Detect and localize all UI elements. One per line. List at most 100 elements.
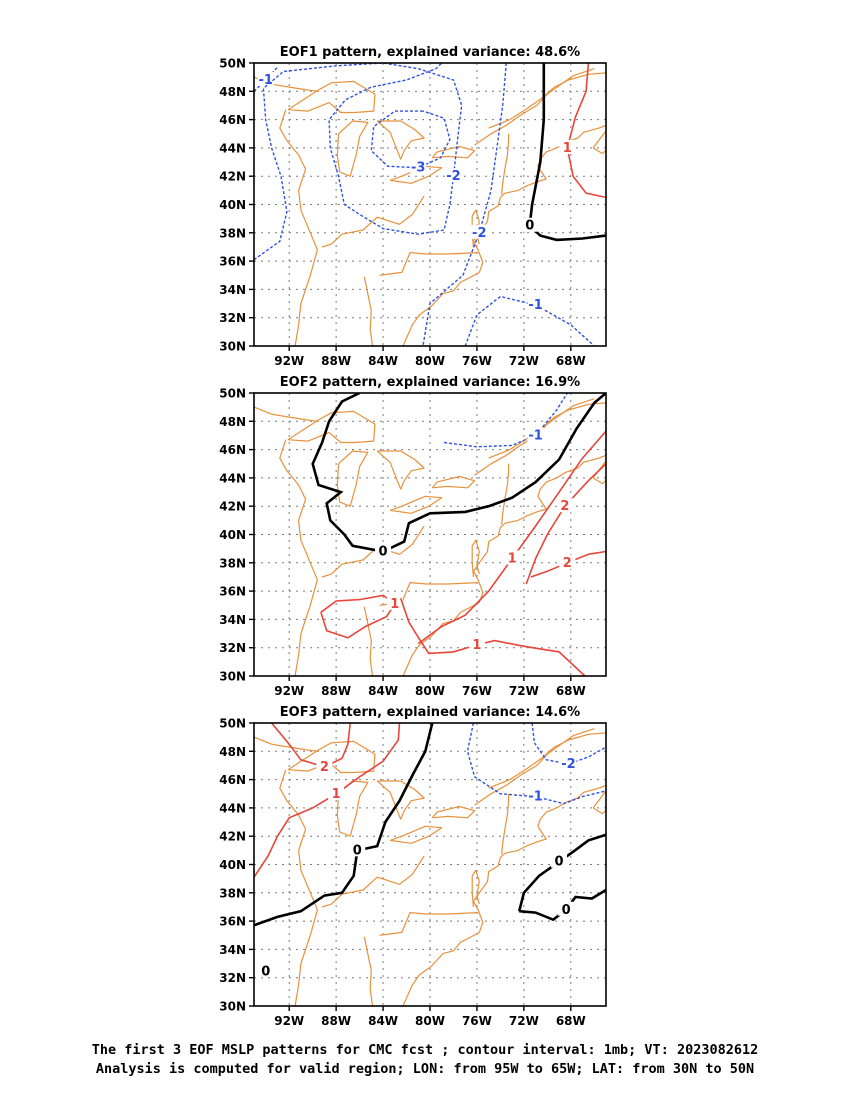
coastline <box>279 769 318 1006</box>
contour-line <box>320 594 396 639</box>
contour-label: 0 <box>562 903 571 918</box>
contour-line <box>254 723 401 878</box>
y-tick-label: 46N <box>219 443 246 457</box>
x-tick-label: 76W <box>462 1014 492 1028</box>
coastline <box>336 450 369 507</box>
y-tick-label: 30N <box>219 1000 246 1014</box>
contour-line <box>444 393 568 448</box>
y-tick-label: 42N <box>219 500 246 514</box>
y-tick-label: 32N <box>219 971 246 985</box>
coastline <box>321 855 425 908</box>
coastline <box>279 109 318 346</box>
panel-title: EOF1 pattern, explained variance: 48.6% <box>280 45 580 60</box>
y-tick-label: 38N <box>219 886 246 900</box>
contour-label: 2 <box>320 760 329 775</box>
coastline <box>379 252 479 276</box>
x-tick-label: 88W <box>321 684 351 698</box>
y-tick-label: 48N <box>219 745 246 759</box>
contour-label: 0 <box>525 219 534 234</box>
contour-line <box>525 463 606 585</box>
y-tick-label: 40N <box>219 198 246 212</box>
contour-line <box>399 597 586 676</box>
coastline <box>336 120 369 177</box>
contour-label: 0 <box>353 843 362 858</box>
x-tick-label: 92W <box>274 684 304 698</box>
x-tick-label: 88W <box>321 1014 351 1028</box>
y-tick-label: 46N <box>219 773 246 787</box>
eof-figure: EOF1 pattern, explained variance: 48.6% -… <box>219 45 607 1028</box>
contour-line <box>517 833 606 912</box>
caption-line-1: The first 3 EOF MSLP patterns for CMC fc… <box>91 1042 759 1058</box>
coastline <box>321 195 425 248</box>
y-tick-label: 32N <box>219 311 246 325</box>
x-tick-label: 68W <box>556 684 586 698</box>
y-tick-label: 30N <box>219 670 246 684</box>
coastline <box>279 439 318 676</box>
coastline <box>471 539 480 578</box>
coastline <box>501 133 510 195</box>
x-tick-label: 84W <box>368 684 398 698</box>
contour-label: 0 <box>555 855 564 870</box>
coastline <box>363 276 374 346</box>
contour-line <box>370 110 451 169</box>
y-tick-label: 42N <box>219 830 246 844</box>
contour-label: 2 <box>563 556 572 571</box>
caption-line-2: Analysis is computed for valid region; L… <box>95 1061 755 1077</box>
coastline <box>488 402 606 459</box>
contour-label: -1 <box>528 298 542 313</box>
contour-label: 1 <box>508 552 517 567</box>
coastline <box>402 784 606 1006</box>
x-tick-label: 72W <box>509 354 539 368</box>
coastline <box>592 460 606 485</box>
x-tick-label: 76W <box>462 354 492 368</box>
coastline <box>431 475 476 489</box>
coastline <box>592 790 606 815</box>
y-tick-label: 38N <box>219 556 246 570</box>
y-tick-label: 46N <box>219 113 246 127</box>
x-tick-label: 68W <box>556 354 586 368</box>
x-tick-label: 72W <box>509 684 539 698</box>
contour-label: 0 <box>379 544 388 559</box>
eof-panel-1: EOF1 pattern, explained variance: 48.6% -… <box>219 45 607 368</box>
coastline <box>431 805 476 819</box>
contour-label: 1 <box>390 597 399 612</box>
contour-line <box>566 63 606 199</box>
contour-label: 2 <box>560 499 569 514</box>
eof-panel-3: EOF3 pattern, explained variance: 14.6% -… <box>219 705 607 1028</box>
contour-line <box>531 723 606 765</box>
panel-title: EOF2 pattern, explained variance: 16.9% <box>280 375 580 390</box>
y-tick-label: 36N <box>219 915 246 929</box>
coastline <box>379 912 479 936</box>
contour-label: 0 <box>261 965 270 980</box>
y-tick-label: 34N <box>219 283 246 297</box>
coastline <box>592 130 606 155</box>
contour-line <box>254 63 463 261</box>
coastline <box>376 120 425 160</box>
y-tick-label: 30N <box>219 340 246 354</box>
y-tick-label: 48N <box>219 415 246 429</box>
coastline <box>389 825 443 844</box>
x-tick-label: 80W <box>415 1014 445 1028</box>
x-tick-label: 92W <box>274 1014 304 1028</box>
y-tick-label: 50N <box>219 57 246 71</box>
contour-line <box>422 63 507 346</box>
contour-line <box>254 723 434 927</box>
coastline <box>254 736 319 752</box>
x-tick-label: 68W <box>556 1014 586 1028</box>
x-tick-label: 72W <box>509 1014 539 1028</box>
eof-panel-2: EOF2 pattern, explained variance: 16.9% -… <box>219 375 607 698</box>
y-tick-label: 44N <box>219 801 246 815</box>
y-tick-label: 40N <box>219 858 246 872</box>
contour-label: -1 <box>528 428 542 443</box>
y-tick-label: 44N <box>219 141 246 155</box>
y-tick-label: 48N <box>219 85 246 99</box>
coastline <box>363 936 374 1006</box>
x-tick-label: 84W <box>368 1014 398 1028</box>
x-tick-label: 80W <box>415 354 445 368</box>
coastline <box>501 793 510 855</box>
contour-label: -2 <box>561 757 575 772</box>
y-tick-label: 44N <box>219 471 246 485</box>
coastline <box>363 606 374 676</box>
coastline <box>402 124 606 346</box>
y-tick-label: 38N <box>219 226 246 240</box>
